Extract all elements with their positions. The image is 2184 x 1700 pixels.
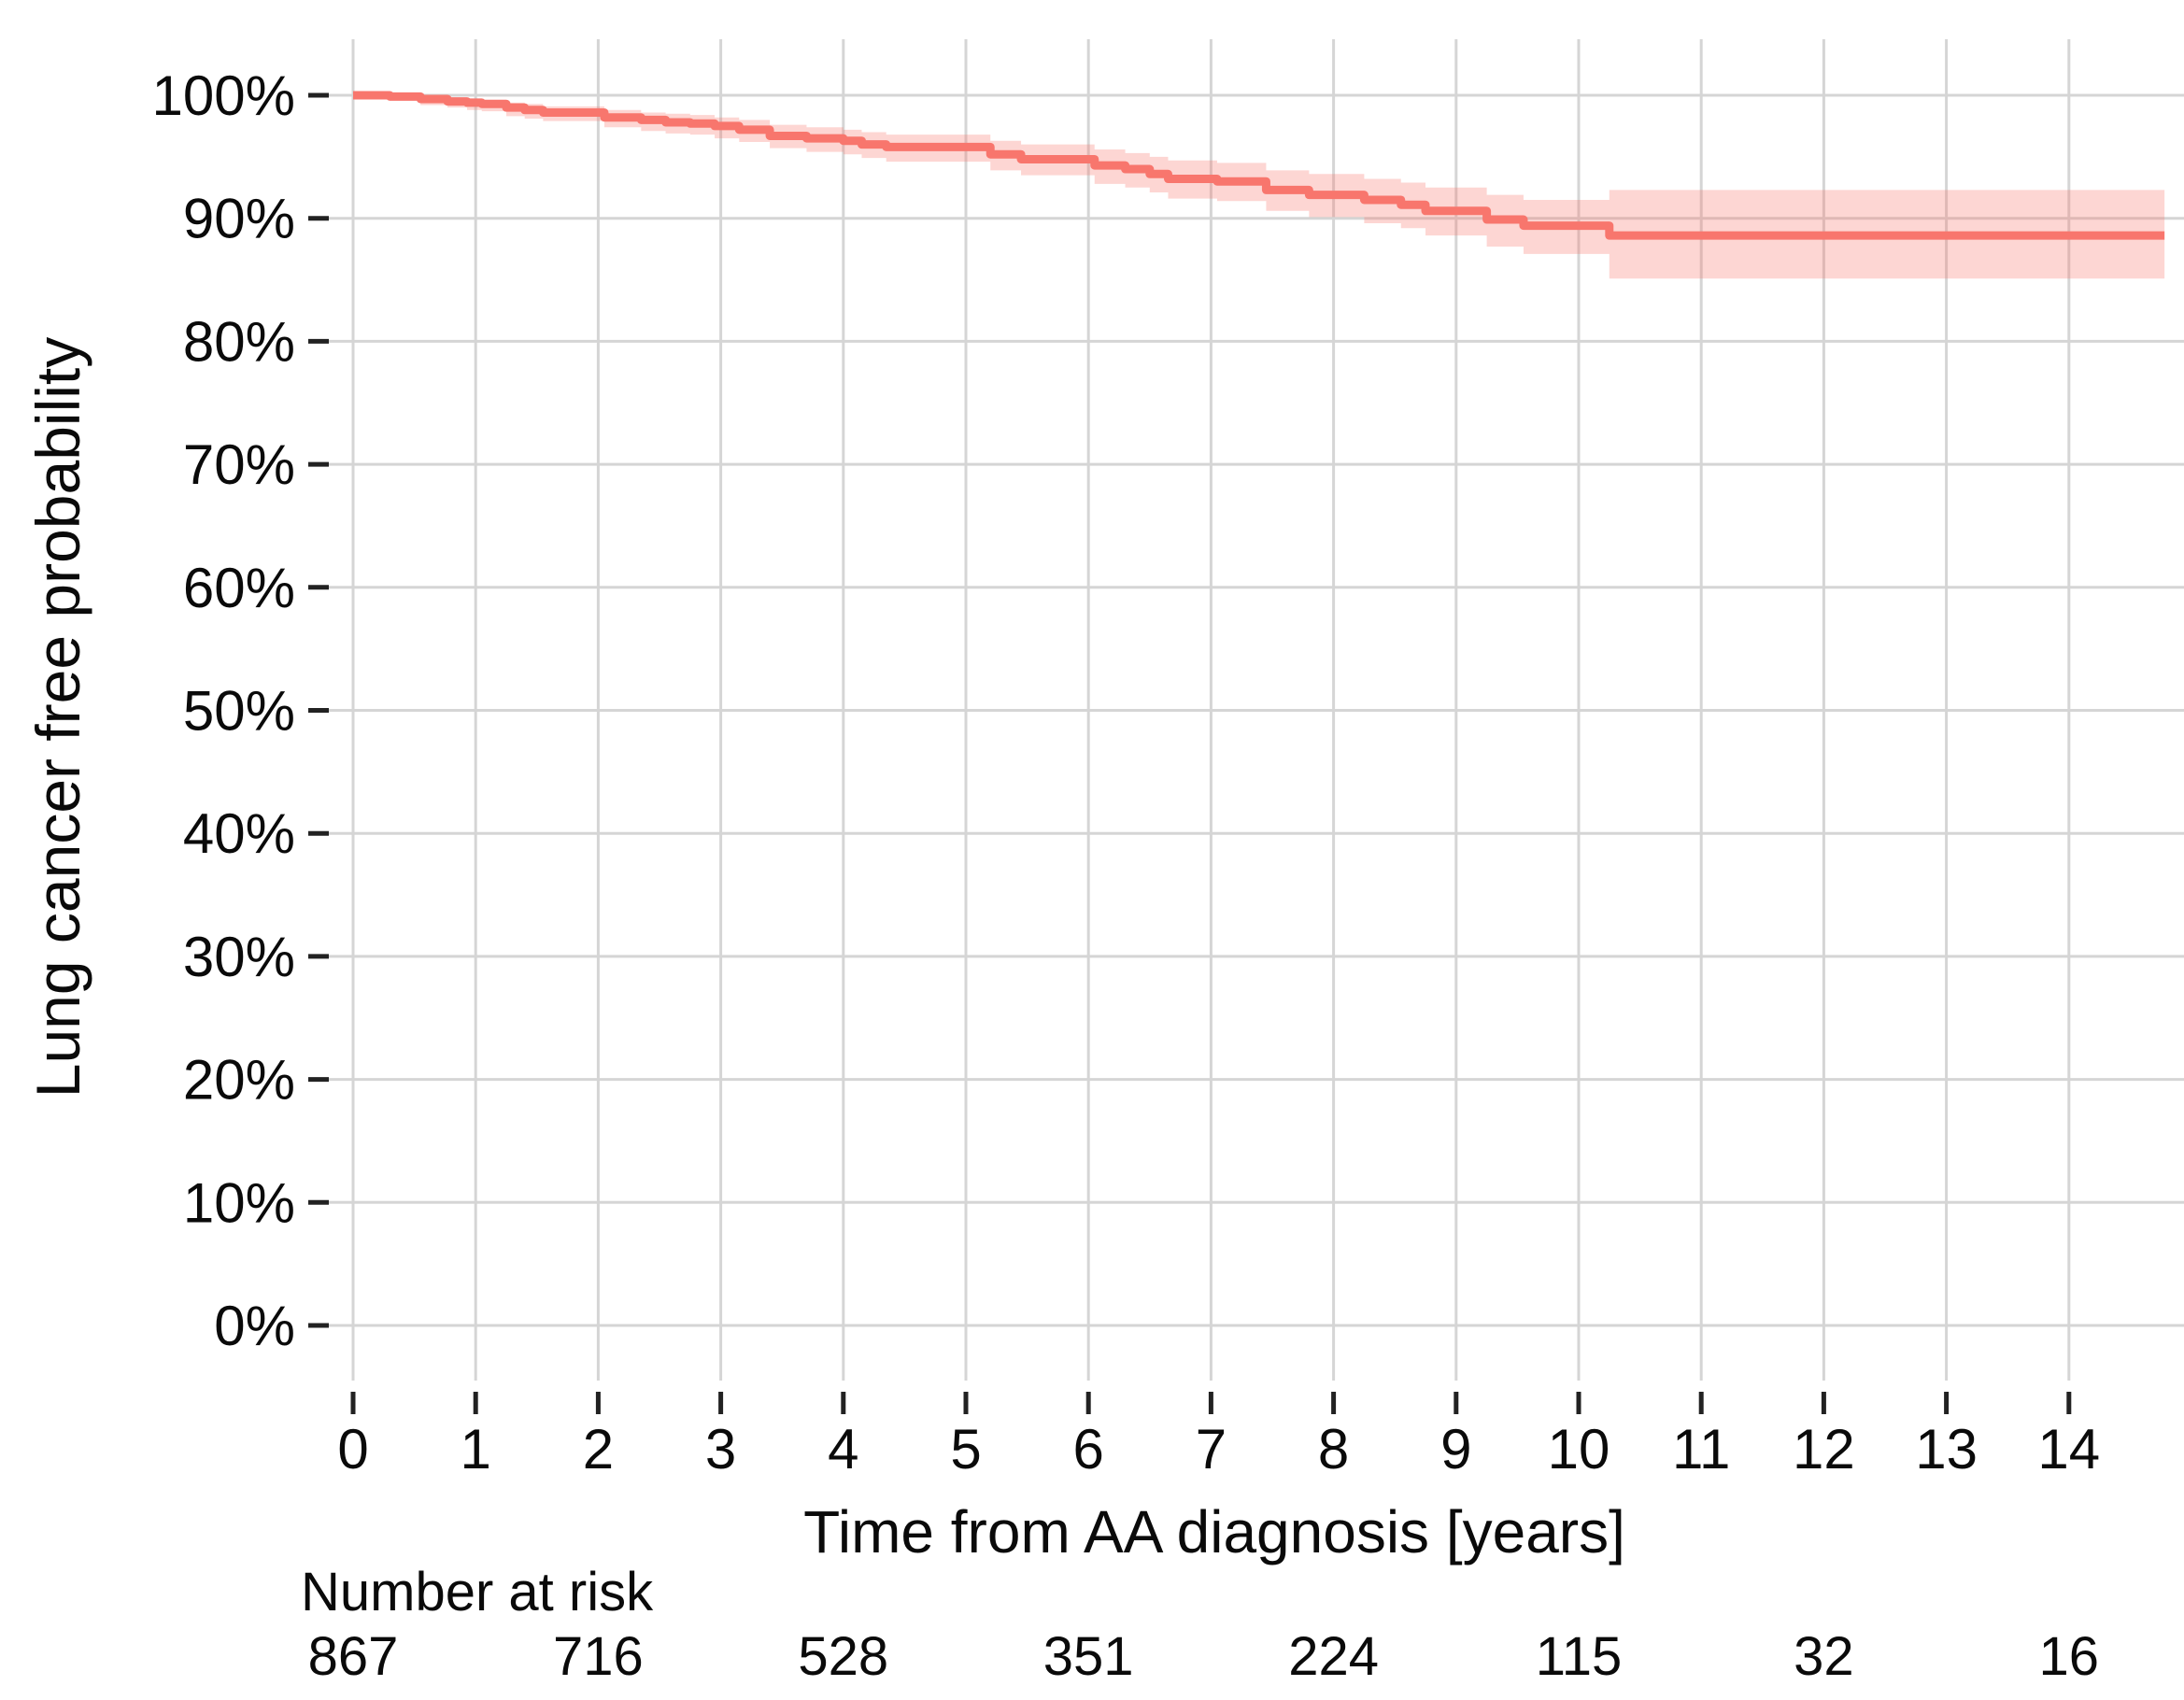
risk-table-label: Number at risk	[301, 1562, 654, 1622]
y-tick-label-0: 0%	[214, 1295, 295, 1357]
confidence-band	[353, 95, 2165, 279]
y-tick-label-40: 40%	[183, 802, 295, 865]
risk-table-row: 867 716 528 351 224 115 32 16	[308, 1626, 2099, 1687]
x-tick-label-2: 2	[583, 1418, 614, 1480]
y-tick-label-80: 80%	[183, 310, 295, 373]
y-tick-label-10: 10%	[183, 1171, 295, 1234]
x-tick-label-10: 10	[1548, 1418, 1610, 1480]
x-tick-label-3: 3	[705, 1418, 736, 1480]
x-tick-label-4: 4	[828, 1418, 858, 1480]
x-tick-label-8: 8	[1318, 1418, 1349, 1480]
x-axis-title: Time from AA diagnosis [years]	[803, 1498, 1625, 1565]
risk-count-year-12: 32	[1794, 1626, 1854, 1687]
x-tick-label-14: 14	[2037, 1418, 2100, 1480]
risk-count-year-0: 867	[308, 1626, 399, 1687]
risk-count-year-8: 224	[1288, 1626, 1379, 1687]
risk-count-year-2: 716	[553, 1626, 644, 1687]
risk-count-year-4: 528	[798, 1626, 888, 1687]
x-tick-label-7: 7	[1196, 1418, 1227, 1480]
x-tick-label-5: 5	[950, 1418, 981, 1480]
x-tick-label-1: 1	[461, 1418, 491, 1480]
y-tick-label-50: 50%	[183, 680, 295, 743]
x-tick-label-9: 9	[1440, 1418, 1471, 1480]
x-tick-label-6: 6	[1073, 1418, 1104, 1480]
risk-count-year-6: 351	[1043, 1626, 1134, 1687]
risk-count-year-14: 16	[2039, 1626, 2100, 1687]
tick-marks-layer	[308, 92, 2072, 1414]
x-tick-label-0: 0	[337, 1418, 368, 1480]
x-tick-label-12: 12	[1793, 1418, 1855, 1480]
tick-labels-layer: 0%10%20%30%40%50%60%70%80%90%100%0 1 2 3 4 5 6…	[152, 64, 2101, 1480]
y-tick-label-30: 30%	[183, 926, 295, 988]
risk-count-year-10: 115	[1536, 1626, 1622, 1687]
y-tick-label-20: 20%	[183, 1049, 295, 1112]
x-tick-label-11: 11	[1672, 1418, 1730, 1480]
survival-step-line	[353, 91, 2165, 240]
y-tick-label-90: 90%	[183, 188, 295, 250]
y-tick-label-70: 70%	[183, 433, 295, 496]
x-tick-label-13: 13	[1915, 1418, 1978, 1480]
y-axis-title: Lung cancer free probability	[23, 336, 92, 1098]
y-tick-label-60: 60%	[183, 557, 295, 619]
grid-layer	[329, 39, 2184, 1381]
y-tick-label-100: 100%	[152, 64, 295, 127]
